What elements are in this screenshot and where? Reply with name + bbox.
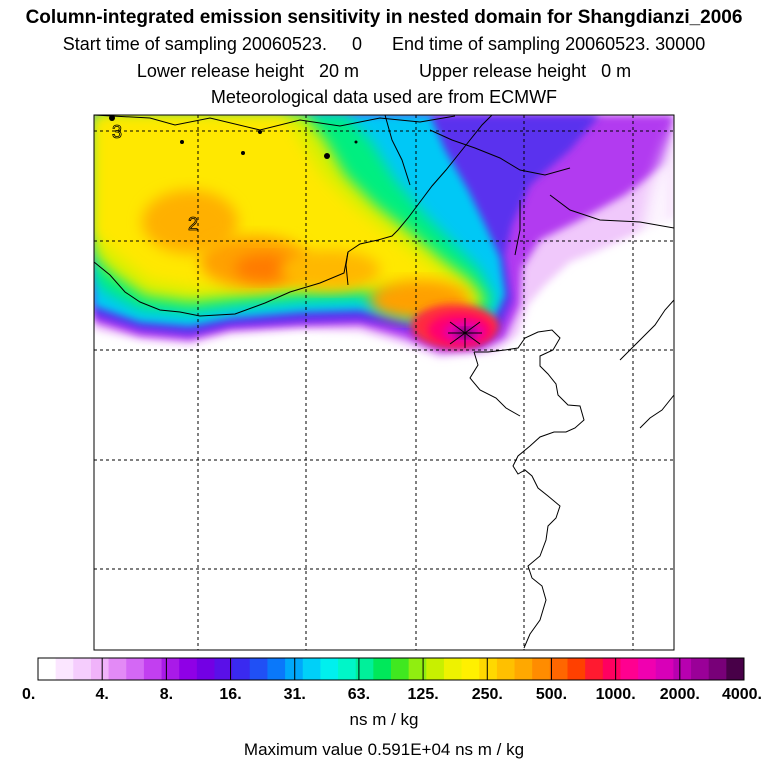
emission-field bbox=[94, 115, 674, 358]
colorbar-cell bbox=[126, 658, 145, 680]
colorbar-labels: 0. 4. 8. 16. 31. 63. 125. 250. 500. 1000. 2000. 400… bbox=[22, 686, 762, 700]
plot-title: Column-integrated emission sensitivity i… bbox=[25, 7, 743, 28]
colorbar-cell bbox=[479, 658, 498, 680]
colorbar-cell bbox=[691, 658, 710, 680]
contour-label-3: 3 bbox=[112, 122, 122, 142]
colorbar-cell bbox=[338, 658, 357, 680]
colorbar-tick-label: 8. bbox=[160, 686, 173, 700]
colorbar-cell bbox=[302, 658, 321, 680]
colorbar-tick-label: 31. bbox=[284, 686, 306, 700]
colorbar-cell bbox=[285, 658, 304, 680]
colorbar-cell bbox=[655, 658, 674, 680]
colorbar-ticks bbox=[37, 658, 745, 680]
colorbar-cell bbox=[426, 658, 445, 680]
colorbar-cell bbox=[161, 658, 180, 680]
colorbar-tick-label: 1000. bbox=[596, 686, 636, 700]
colorbar-cell bbox=[461, 658, 480, 680]
lower-value: 20 m bbox=[318, 61, 359, 81]
colorbar-tick-label: 4000. bbox=[722, 686, 762, 700]
colorbar-cell bbox=[108, 658, 127, 680]
colorbar-cell bbox=[532, 658, 551, 680]
contour-label-2: 2 bbox=[188, 214, 198, 234]
colorbar-cell bbox=[214, 658, 233, 680]
colorbar-tick-label: 16. bbox=[219, 686, 241, 700]
colorbar-cell bbox=[249, 658, 268, 680]
colorbar-cell bbox=[620, 658, 639, 680]
colorbar-tick-label: 2000. bbox=[660, 686, 700, 700]
colorbar-tick-label: 0. bbox=[22, 686, 35, 700]
upper-value: 0 m bbox=[601, 61, 632, 81]
colorbar-cell bbox=[567, 658, 586, 680]
start-value: 20060523. 0 bbox=[241, 34, 362, 54]
colorbar-cell bbox=[514, 658, 533, 680]
release-heights: Lower release height 20 m Upper release h… bbox=[0, 60, 768, 82]
met-data-note: Meteorological data used are from ECMWF bbox=[210, 87, 558, 107]
colorbar-cell bbox=[638, 658, 657, 680]
colorbar-cell bbox=[443, 658, 463, 680]
colorbar-cell bbox=[143, 658, 163, 680]
sampling-times: Start time of sampling 20060523. 0 End ti… bbox=[0, 33, 768, 55]
upper-label: Upper release height bbox=[419, 61, 587, 81]
colorbar-tick-label: 4. bbox=[96, 686, 109, 700]
max-value: Maximum value 0.591E+04 ns m / kg bbox=[243, 740, 525, 759]
colorbar-cell bbox=[267, 658, 286, 680]
colorbar-tick-label: 500. bbox=[536, 686, 567, 700]
colorbar-cell bbox=[585, 658, 604, 680]
end-value: 20060523. 30000 bbox=[565, 34, 706, 54]
colorbar-cell bbox=[73, 658, 92, 680]
colorbar-cell bbox=[55, 658, 74, 680]
colorbar-cell bbox=[355, 658, 374, 680]
colorbar: 0. 4. 8. 16. 31. 63. 125. 250. 500. 1000. 2000. 400… bbox=[22, 657, 762, 700]
map-boundaries bbox=[94, 115, 674, 649]
colorbar-cell bbox=[726, 658, 745, 680]
colorbar-cell bbox=[320, 658, 339, 680]
colorbar-cell bbox=[232, 658, 251, 680]
colorbar-tick-label: 250. bbox=[472, 686, 503, 700]
start-label: Start time of sampling bbox=[62, 34, 237, 54]
colorbar-cell bbox=[391, 658, 410, 680]
colorbar-cell bbox=[549, 658, 568, 680]
colorbar-cell bbox=[408, 658, 427, 680]
end-label: End time of sampling bbox=[391, 34, 561, 54]
map-dots bbox=[109, 115, 358, 159]
star-icon bbox=[448, 318, 482, 348]
colorbar-cell bbox=[38, 658, 57, 680]
colorbar-tick-label: 125. bbox=[408, 686, 439, 700]
colorbar-cell bbox=[90, 658, 110, 680]
colorbar-cell bbox=[373, 658, 392, 680]
colorbar-cells bbox=[37, 657, 745, 681]
colorbar-cell bbox=[602, 658, 621, 680]
colorbar-cell bbox=[496, 658, 516, 680]
map-gridlines bbox=[94, 115, 674, 650]
colorbar-cell bbox=[196, 658, 215, 680]
lower-label: Lower release height bbox=[136, 61, 304, 81]
map-frame bbox=[93, 114, 675, 651]
colorbar-cell bbox=[708, 658, 727, 680]
colorbar-cell bbox=[179, 658, 198, 680]
colorbar-tick-label: 63. bbox=[348, 686, 370, 700]
colorbar-units: ns m / kg bbox=[349, 710, 419, 729]
colorbar-cell bbox=[673, 658, 692, 680]
